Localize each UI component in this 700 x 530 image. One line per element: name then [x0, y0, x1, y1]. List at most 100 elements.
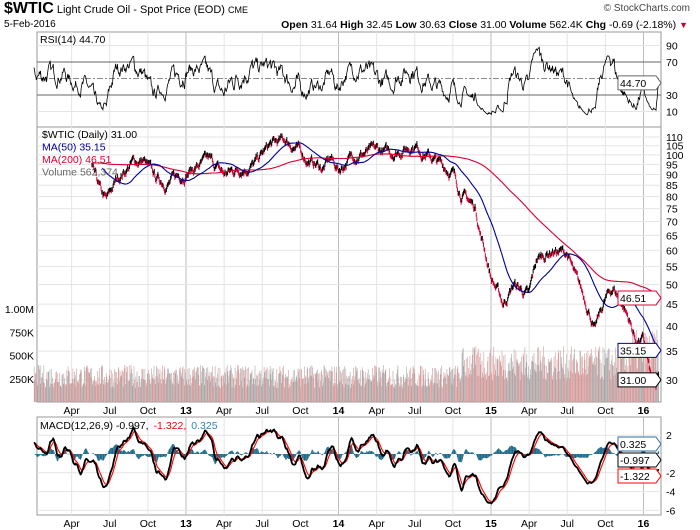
volume-bar: [393, 387, 395, 402]
volume-bar: [412, 373, 413, 402]
volume-bar: [99, 383, 101, 402]
volume-bar: [347, 378, 348, 402]
volume-bar: [495, 357, 497, 402]
macd-histogram-bar: [340, 454, 342, 459]
volume-bar: [140, 387, 141, 402]
macd-histogram-bar: [41, 454, 43, 456]
volume-bar: [283, 376, 285, 402]
volume-bar: [282, 374, 283, 402]
macd-histogram-bar: [551, 454, 553, 456]
volume-bar: [573, 358, 574, 402]
macd-histogram-bar: [470, 452, 472, 454]
volume-axis-label: 750K: [9, 327, 34, 339]
volume-bar: [436, 370, 437, 402]
volume-bar: [338, 366, 340, 402]
macd-histogram-bar: [50, 448, 52, 454]
macd-histogram-bar: [205, 449, 206, 454]
volume-bar: [545, 380, 547, 402]
volume-bar: [108, 380, 109, 402]
close-last-value: 31.00: [620, 375, 646, 387]
macd-histogram-bar: [142, 454, 143, 457]
macd-histogram-bar: [331, 449, 333, 454]
volume-bar: [116, 377, 118, 402]
volume-bar: [289, 386, 291, 402]
macd-histogram-bar: [454, 449, 456, 454]
volume-bar: [308, 381, 310, 402]
volume-bar: [524, 347, 526, 402]
macd-histogram-bar: [332, 451, 334, 454]
volume-bar: [530, 374, 532, 402]
volume-bar: [197, 374, 199, 402]
macd-histogram-bar: [459, 454, 461, 462]
volume-bar: [144, 368, 146, 402]
macd-histogram-bar: [315, 453, 317, 454]
volume-bar: [148, 369, 149, 402]
macd-histogram-bar: [184, 454, 186, 458]
macd-histogram-bar: [244, 452, 246, 454]
volume-bar: [118, 369, 120, 402]
macd-histogram-bar: [596, 450, 598, 454]
volume-bar: [270, 373, 272, 402]
volume-bar: [293, 381, 295, 402]
x-axis-label: 16: [638, 405, 650, 417]
macd-histogram-bar: [469, 452, 471, 454]
macd-histogram-bar: [124, 451, 126, 454]
macd-histogram-bar: [185, 454, 186, 456]
volume-bar: [217, 367, 219, 402]
volume-bar: [215, 382, 216, 402]
volume-bar: [151, 368, 152, 402]
volume-bar: [390, 384, 392, 402]
macd-histogram-bar: [97, 454, 99, 461]
volume-bar: [186, 380, 187, 402]
price-axis-label: 35: [666, 346, 678, 358]
volume-bar: [246, 384, 248, 402]
volume-bar: [385, 369, 387, 402]
volume-bar: [406, 366, 407, 402]
macd-histogram-bar: [121, 450, 122, 454]
volume-bar: [454, 374, 455, 402]
macd-histogram-bar: [216, 454, 217, 463]
volume-bar: [62, 374, 63, 402]
volume-bar: [294, 369, 295, 402]
macd-histogram-bar: [212, 454, 214, 459]
macd-histogram-bar: [158, 454, 160, 457]
volume-bar: [330, 370, 331, 402]
macd-histogram-bar: [496, 449, 498, 454]
macd-histogram-bar: [580, 454, 582, 458]
volume-bar: [609, 370, 610, 402]
volume-bar: [283, 365, 284, 402]
volume-bar: [176, 382, 178, 402]
macd-histogram-bar: [499, 449, 501, 454]
volume-bar: [132, 385, 134, 402]
x-axis-label: Oct: [292, 518, 308, 530]
volume-bar: [124, 368, 126, 402]
volume-axis-label: 1.00M: [5, 304, 34, 316]
volume-bar: [63, 373, 65, 402]
macd-histogram-bar: [588, 454, 590, 456]
volume-bar: [158, 382, 160, 402]
macd-histogram-bar: [256, 448, 258, 454]
volume-bar: [291, 377, 293, 402]
volume-bar: [222, 374, 224, 402]
macd-histogram-bar: [457, 454, 459, 460]
macd-axis-label: -4: [666, 487, 675, 499]
macd-histogram-bar: [430, 454, 432, 455]
macd-histogram-bar: [288, 454, 290, 459]
macd-histogram-bar: [445, 454, 447, 459]
macd-histogram-bar: [148, 454, 150, 457]
volume-bar: [249, 380, 250, 402]
volume-bar: [277, 388, 279, 402]
macd-histogram-bar: [557, 454, 559, 456]
volume-bar: [550, 359, 551, 402]
volume-bar: [190, 374, 191, 402]
macd-histogram-bar: [128, 451, 129, 454]
macd-histogram-bar: [542, 453, 543, 454]
ma50-line: [101, 142, 659, 352]
volume-bar: [52, 377, 53, 402]
volume-bar: [466, 375, 468, 402]
volume-bar: [612, 365, 613, 402]
macd-histogram-bar: [392, 454, 393, 460]
volume-bar: [193, 369, 194, 402]
ma50-last-value: 35.15: [620, 345, 646, 357]
volume-bar: [484, 367, 485, 402]
